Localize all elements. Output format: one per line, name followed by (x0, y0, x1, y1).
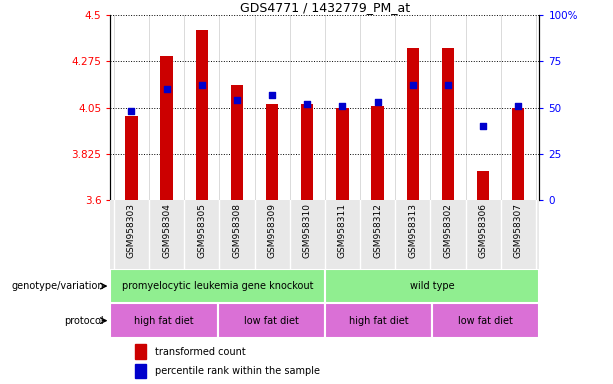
Point (408, 82, 417, 88)
Text: high fat diet: high fat diet (349, 316, 408, 326)
Point (267, 91, 277, 98)
Bar (406, 48, 419, 200)
Point (232, 97, 242, 103)
Bar (161, 56, 173, 200)
Bar (231, 85, 243, 200)
Bar (218, 303, 325, 338)
Text: genotype/variation: genotype/variation (12, 281, 104, 291)
Text: wild type: wild type (410, 281, 454, 291)
Point (338, 103, 348, 109)
Text: GSM958303: GSM958303 (127, 203, 136, 258)
Bar (512, 108, 525, 200)
Point (197, 82, 207, 88)
Text: GSM958302: GSM958302 (443, 203, 452, 258)
Bar (432, 303, 539, 338)
Bar (135, 364, 146, 378)
Text: protocol: protocol (64, 316, 104, 326)
Text: low fat diet: low fat diet (244, 316, 299, 326)
Point (126, 108, 136, 114)
Bar (325, 303, 432, 338)
Bar (301, 104, 313, 200)
Text: GSM958306: GSM958306 (479, 203, 488, 258)
Point (302, 101, 312, 107)
Bar (442, 48, 454, 200)
Bar (337, 108, 349, 200)
Point (514, 103, 524, 109)
Text: GSM958308: GSM958308 (232, 203, 242, 258)
Title: GDS4771 / 1432779_PM_at: GDS4771 / 1432779_PM_at (240, 1, 410, 14)
Text: low fat diet: low fat diet (459, 316, 513, 326)
Point (162, 86, 172, 92)
Bar (110, 303, 218, 338)
Bar (196, 30, 208, 200)
Text: GSM958311: GSM958311 (338, 203, 347, 258)
Point (373, 99, 383, 105)
Text: GSM958309: GSM958309 (268, 203, 276, 258)
Text: high fat diet: high fat diet (134, 316, 194, 326)
Text: GSM958312: GSM958312 (373, 203, 382, 258)
Bar (266, 104, 278, 200)
Bar (110, 269, 325, 303)
Bar (125, 116, 137, 200)
Text: percentile rank within the sample: percentile rank within the sample (155, 366, 320, 376)
Text: GSM958310: GSM958310 (303, 203, 312, 258)
Text: GSM958305: GSM958305 (197, 203, 207, 258)
Text: GSM958307: GSM958307 (514, 203, 523, 258)
Text: transformed count: transformed count (155, 347, 246, 357)
Bar (325, 269, 539, 303)
Point (443, 82, 453, 88)
Bar (371, 106, 384, 200)
Text: promyelocytic leukemia gene knockout: promyelocytic leukemia gene knockout (122, 281, 313, 291)
Text: GSM958313: GSM958313 (408, 203, 417, 258)
Bar (477, 171, 489, 200)
Bar (135, 344, 146, 359)
Text: GSM958304: GSM958304 (162, 203, 171, 258)
Point (478, 123, 488, 129)
